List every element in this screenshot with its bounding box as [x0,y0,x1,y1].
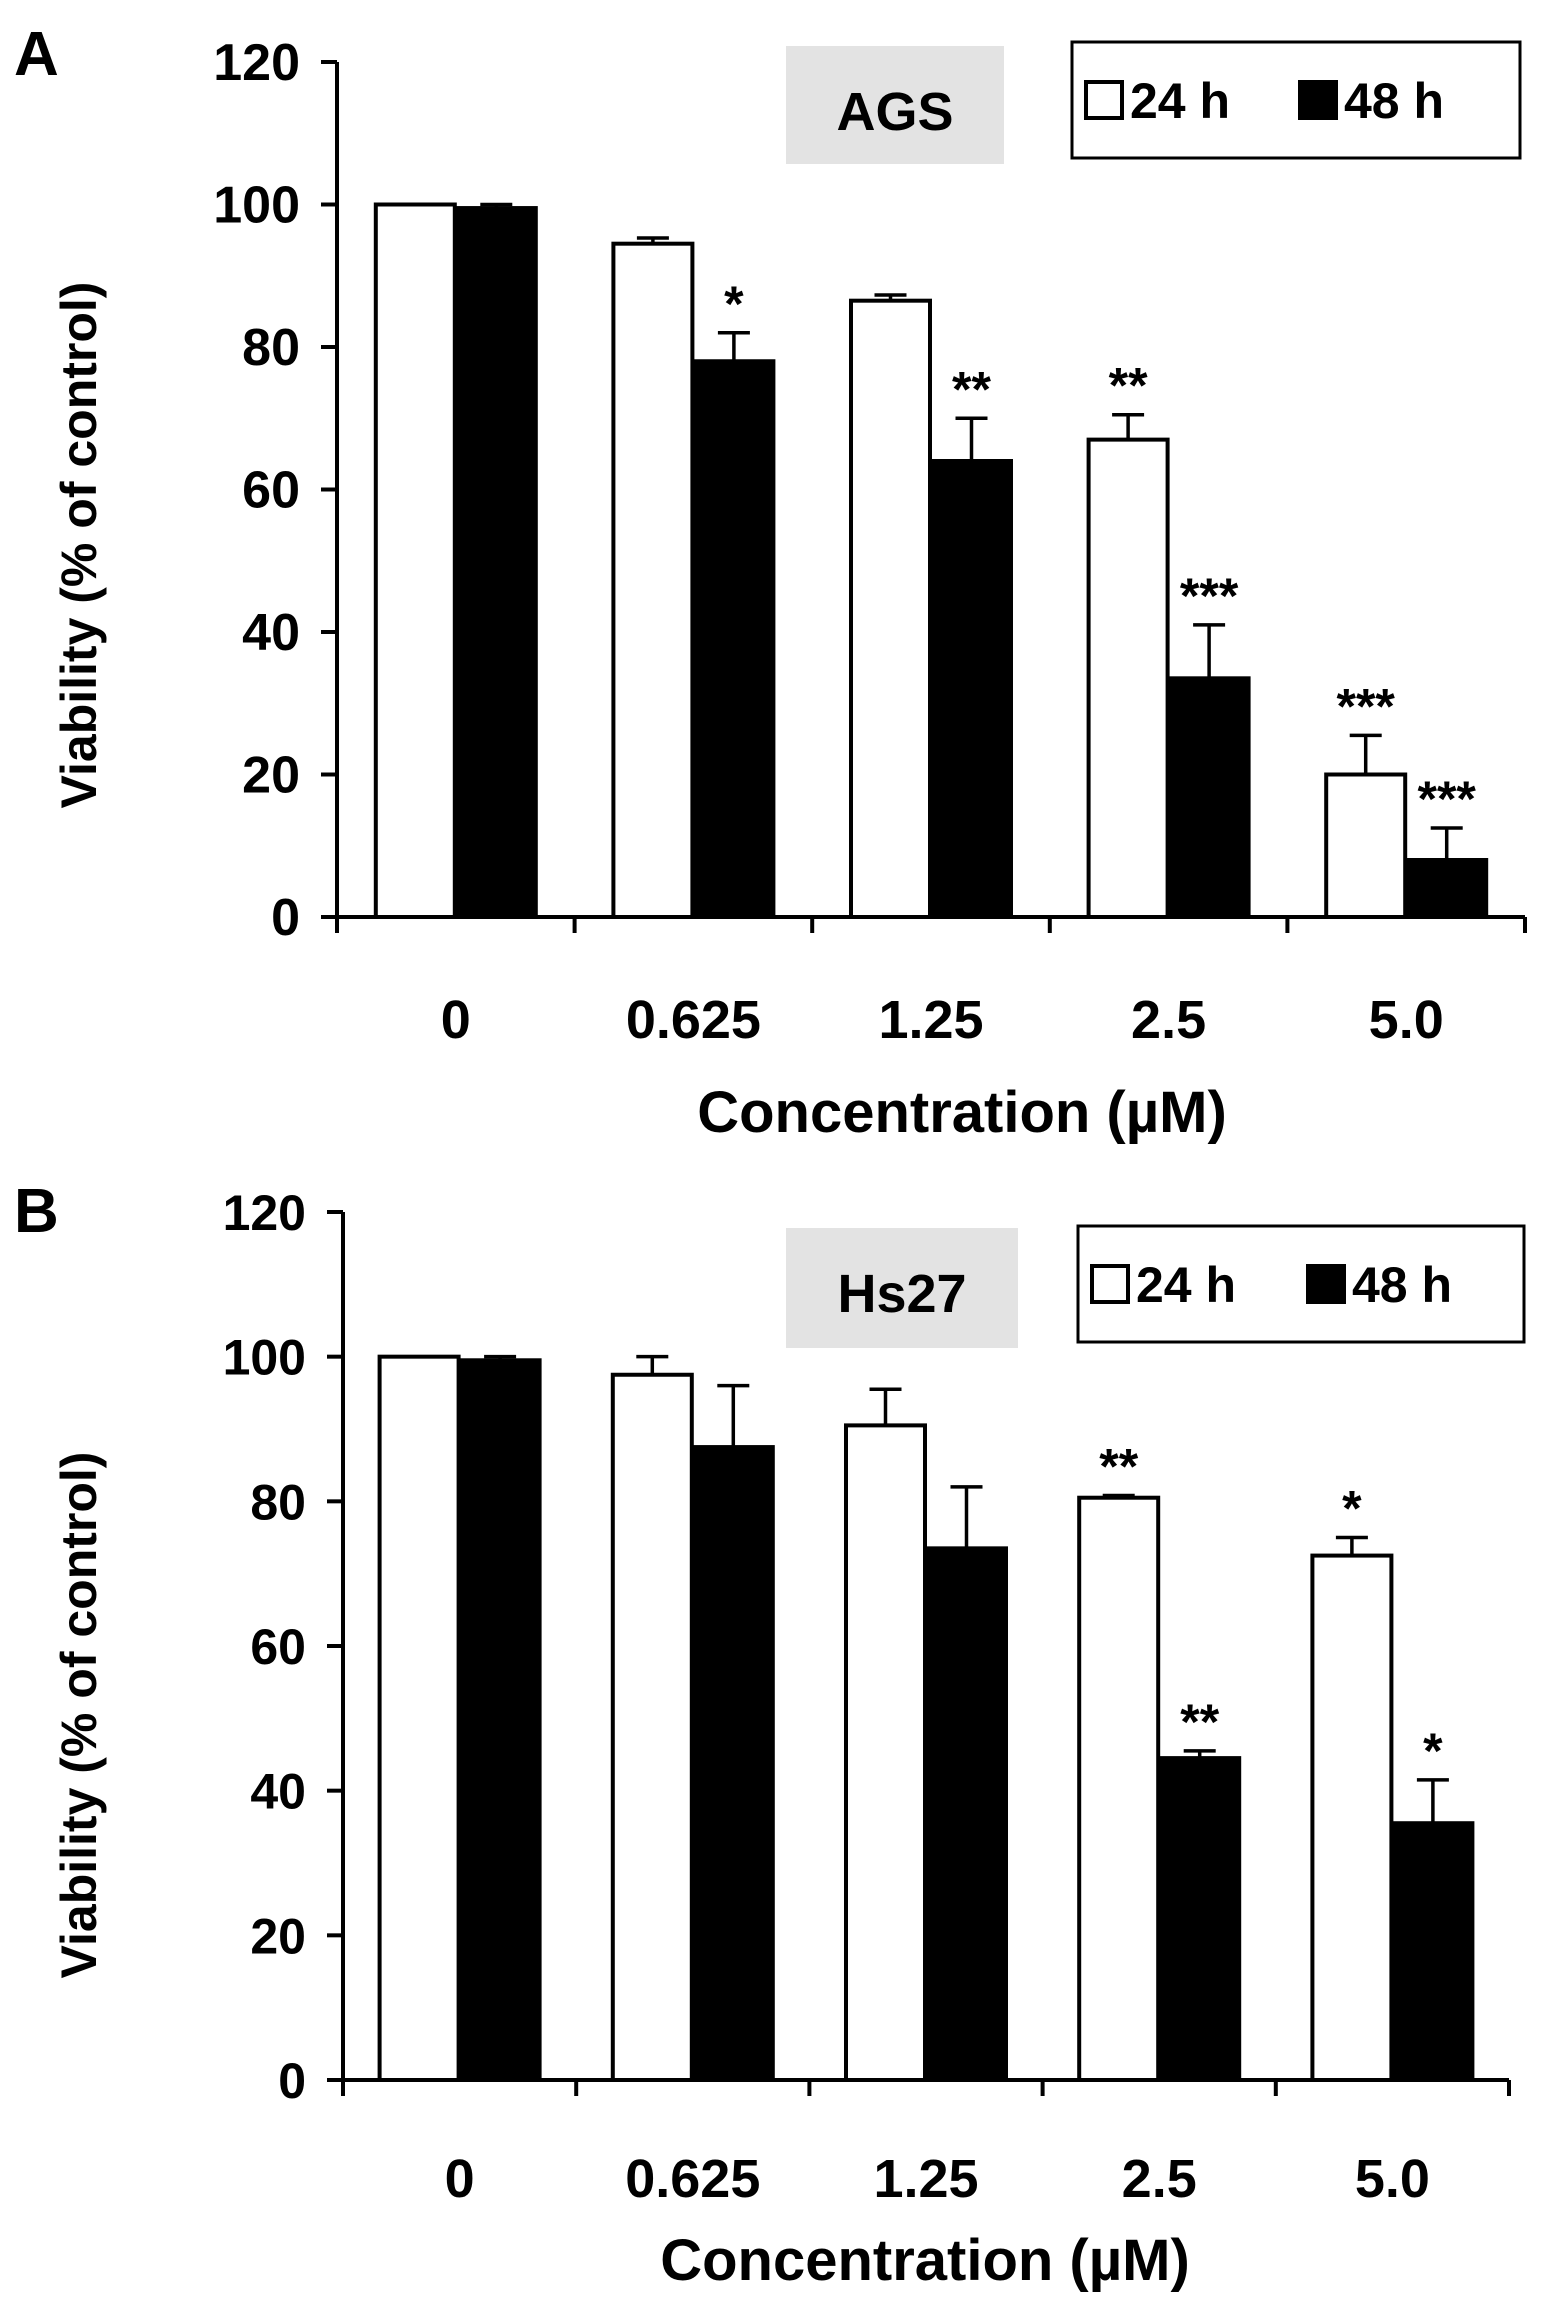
x-tick-label: 2.5 [1131,990,1206,1050]
significance-mark: ** [1109,358,1148,414]
y-ticks: 0 20 40 60 80 100 120 [213,34,337,947]
legend-frame [1076,1224,1526,1344]
x-tick-label: 5.0 [1369,990,1444,1050]
legend-label-24h: 24 h [1130,73,1230,129]
significance-mark: ** [1099,1439,1138,1495]
y-ticks: 0 20 40 60 80 100 120 [223,1185,343,2109]
significance-mark: * [1342,1481,1362,1537]
chart-title-background [786,46,1004,164]
x-tick-label: 0 [445,2149,475,2209]
panel-label: B [14,1177,59,1246]
y-tick-label: 0 [278,2053,306,2109]
significance-mark: *** [1418,771,1477,827]
y-tick-label: 0 [271,889,300,947]
y-axis-label: Viability (% of control) [51,1452,107,1979]
bar-24h-2.5 [1086,437,1170,919]
y-tick-label: 100 [213,177,300,235]
bar-48h-0 [454,206,538,919]
x-tick-label: 1.25 [873,2149,978,2209]
panel-a: A AGS 24 h 48 h Viability (% of control)… [14,20,1527,1145]
x-tick-label: 0 [441,990,471,1050]
significance-mark: * [724,276,744,332]
x-ticks: 0 0.625 1.25 2.5 5.0 [335,917,1527,1050]
bar-48h-5.0 [1405,858,1489,919]
panel-b: B Hs27 24 h 48 h Viability (% of control… [14,1177,1526,2293]
x-tick-label: 5.0 [1355,2149,1430,2209]
y-tick-label: 40 [242,604,300,662]
legend-swatch-48h [1306,1264,1346,1304]
y-tick-label: 60 [250,1619,306,1675]
bar-48h-0 [458,1358,542,2082]
bar-24h-5.0 [1324,772,1408,919]
y-tick-label: 100 [223,1330,306,1386]
significance-marks: ****** [1099,1439,1443,1779]
bar-48h-2.5 [1158,1756,1242,2083]
significance-mark: * [1423,1723,1443,1779]
bar-24h-2.5 [1077,1495,1161,2082]
chart-title: Hs27 [837,1264,966,1324]
x-tick-label: 1.25 [878,990,983,1050]
legend-swatch-24h [1084,80,1124,120]
legend-label-48h: 48 h [1352,1257,1452,1313]
chart-title-box: Hs27 [786,1228,1018,1348]
y-axis-label: Viability (% of control) [51,282,107,809]
y-tick-label: 80 [242,319,300,377]
y-tick-label: 120 [223,1185,306,1241]
y-tick-label: 20 [242,747,300,805]
bar-48h-0.625 [691,1445,775,2083]
chart-title: AGS [836,82,953,142]
significance-mark: ** [1180,1694,1219,1750]
bar-24h-0 [377,1354,461,2082]
bar-48h-1.25 [930,459,1013,919]
x-ticks: 0 0.625 1.25 2.5 5.0 [341,2080,1511,2209]
bars [373,202,1489,919]
y-tick-label: 60 [242,462,300,520]
bars [377,1354,1475,2083]
bar-24h-0.625 [610,1372,694,2082]
legend-label-24h: 24 h [1136,1257,1236,1313]
y-tick-label: 80 [250,1474,306,1530]
x-axis-label: Concentration (µM) [660,2228,1190,2293]
bar-24h-5.0 [1310,1553,1394,2083]
chart-title-box: AGS [786,46,1004,164]
significance-mark: *** [1180,568,1239,624]
x-axis-label: Concentration (µM) [697,1080,1227,1145]
bar-24h-0.625 [611,241,695,919]
bar-48h-0.625 [692,359,776,919]
bar-48h-1.25 [925,1546,1008,2082]
significance-mark: ** [952,361,991,417]
y-tick-label: 20 [250,1908,306,1964]
significance-mark: *** [1337,678,1396,734]
bar-48h-5.0 [1391,1821,1475,2082]
legend-frame [1070,40,1522,160]
bar-48h-2.5 [1167,676,1251,919]
bar-24h-1.25 [844,1423,927,2082]
legend-label-48h: 48 h [1344,73,1444,129]
legend-swatch-48h [1298,80,1338,120]
legend: 24 h 48 h [1076,1224,1526,1344]
bar-24h-0 [373,202,457,919]
legend-swatch-24h [1090,1264,1130,1304]
x-tick-label: 2.5 [1122,2149,1197,2209]
y-tick-label: 40 [250,1764,306,1820]
legend: 24 h 48 h [1070,40,1522,160]
chart-title-background [786,1228,1018,1348]
x-tick-label: 0.625 [626,990,761,1050]
bar-24h-1.25 [849,298,932,919]
x-tick-label: 0.625 [625,2149,760,2209]
panel-label: A [14,20,59,89]
significance-marks: ************** [724,276,1476,827]
y-tick-label: 120 [213,34,300,92]
